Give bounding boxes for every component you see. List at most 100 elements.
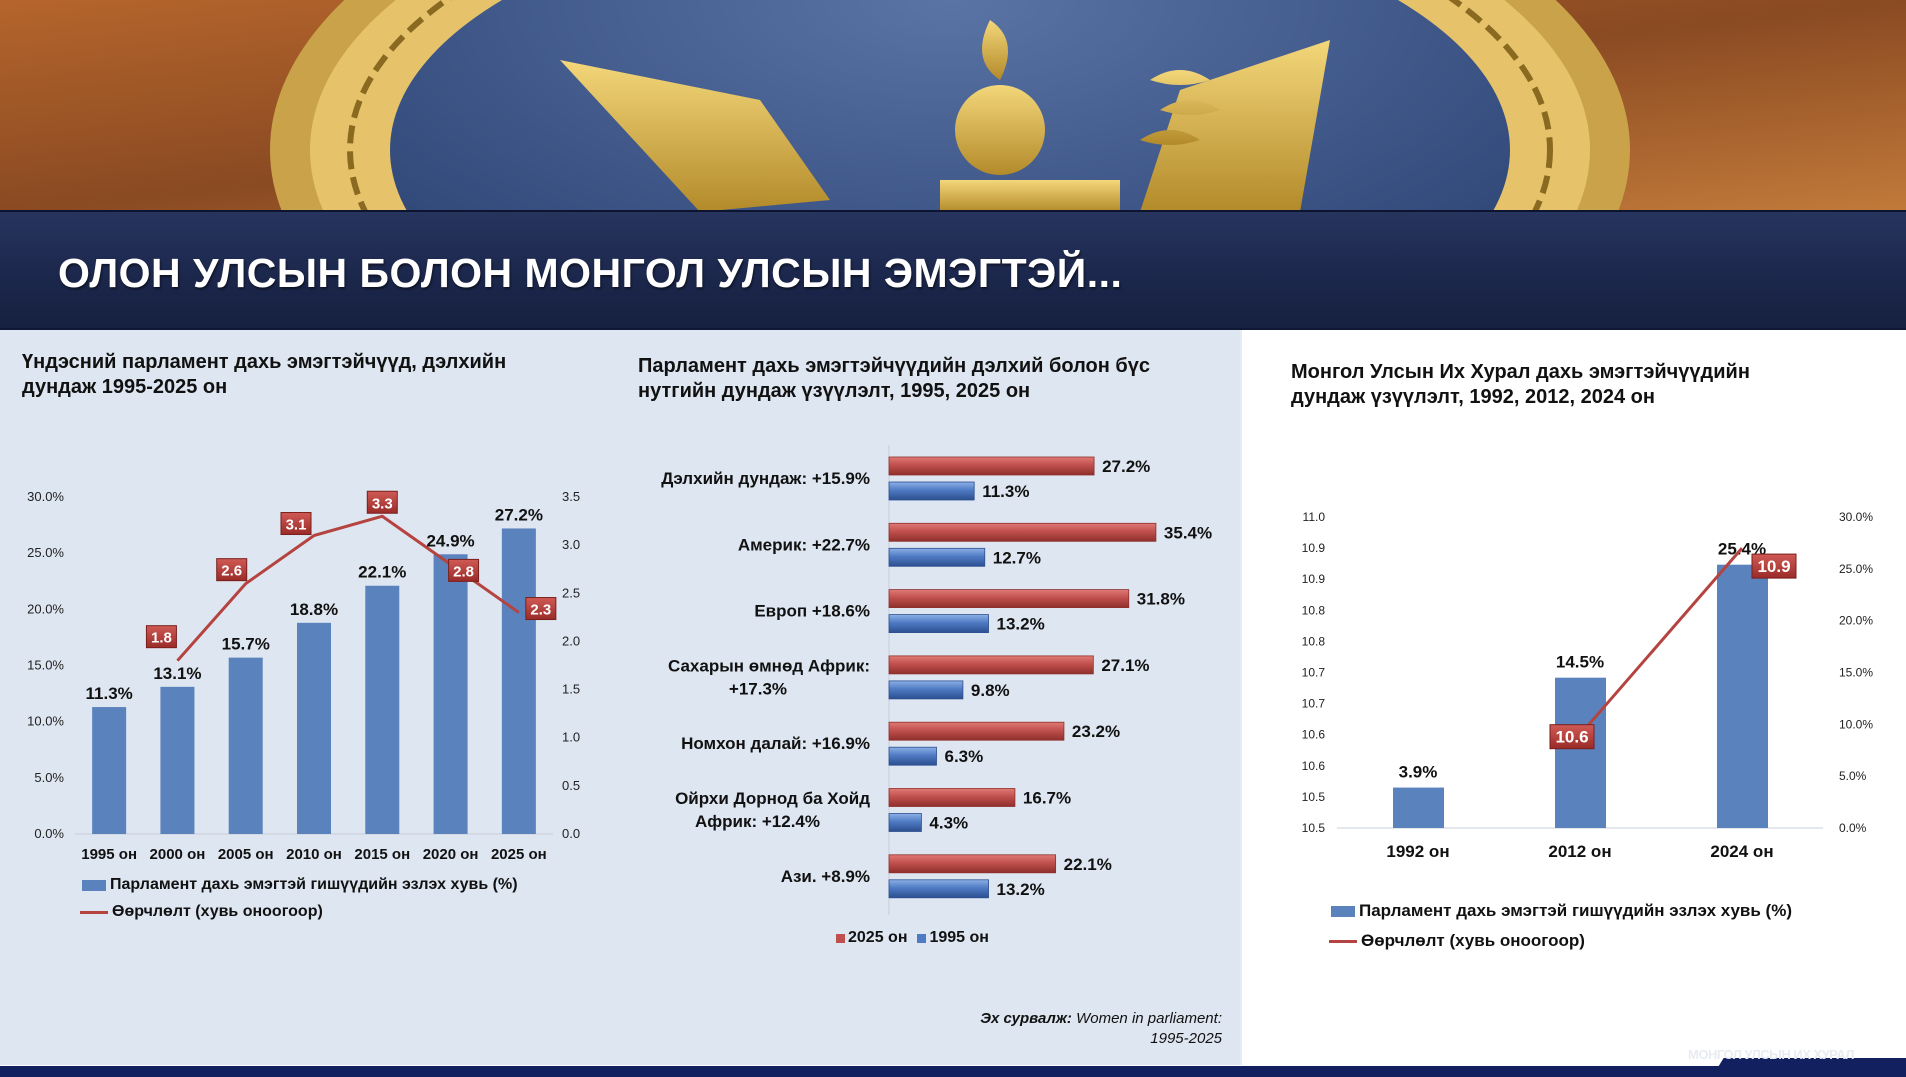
legend-label: Өөрчлөлт (хувь оноогоор) <box>112 903 323 920</box>
bar-value-label: 27.2% <box>495 505 543 524</box>
line-value-label: 10.9 <box>1757 557 1790 576</box>
line-value-label-box <box>216 558 248 582</box>
category-label: Ойрхи Дорнод ба Хойд <box>675 789 870 808</box>
bar-value-label: 18.8% <box>290 600 338 619</box>
chart2-title: Парламент дахь эмэгтэйчүүдийн дэлхий бол… <box>638 354 1150 404</box>
legend-swatch-line <box>1329 939 1357 943</box>
category-label: Ази. +8.9% <box>781 867 870 886</box>
line-value-label-box <box>448 558 480 582</box>
bar <box>501 528 536 834</box>
x-tick-label: 2015 он <box>354 846 410 863</box>
bar-2025 <box>888 655 1094 675</box>
bar <box>1393 787 1444 828</box>
line-value-label: 3.1 <box>286 517 307 534</box>
bar-value-label-2025: 23.2% <box>1072 722 1120 741</box>
bar-1995 <box>888 481 975 501</box>
y-tick-label-left: 10.9 <box>1302 572 1326 586</box>
footer-watermark: МОНГОЛ УЛСЫН ИХ ХУРАЛ <box>1688 1047 1854 1062</box>
left-panel <box>0 330 1240 1065</box>
bar-1995 <box>888 614 989 633</box>
bar <box>297 622 331 834</box>
x-tick-label: 2005 он <box>218 846 274 863</box>
line-value-label-box <box>1751 553 1797 579</box>
category-label: Дэлхийн дундаж: +15.9% <box>661 469 870 488</box>
bar-1995 <box>888 879 989 899</box>
bar-value-label: 22.1% <box>358 563 406 582</box>
bar-2025 <box>888 854 1057 874</box>
bar-value-label-2025: 35.4% <box>1164 523 1212 542</box>
y-tick-label-right: 2.5 <box>562 585 580 600</box>
bar-1995 <box>888 813 922 832</box>
bar-value-label-1995: 13.2% <box>997 615 1045 634</box>
bar-1995 <box>888 680 964 700</box>
line-value-label-box <box>145 625 177 649</box>
bar-value-label-2025: 27.2% <box>1102 457 1150 476</box>
bar-2025 <box>888 522 1157 542</box>
chart3-title: Монгол Улсын Их Хурал дахь эмэгтэйчүүдий… <box>1291 360 1750 410</box>
bar-value-label-1995: 13.2% <box>997 880 1045 899</box>
bar-2025 <box>888 721 1065 741</box>
y-tick-label-right: 1.0 <box>562 730 580 745</box>
page-title: ОЛОН УЛСЫН БОЛОН МОНГОЛ УЛСЫН ЭМЭГТЭЙ... <box>58 250 1123 296</box>
y-tick-label-left: 30.0% <box>27 489 64 504</box>
y-tick-label-left: 5.0% <box>34 770 64 785</box>
chart1-legend-line: Өөрчлөлт (хувь оноогоор) <box>80 903 323 921</box>
y-tick-label-left: 0.0% <box>34 826 64 841</box>
y-tick-label-left: 11.0 <box>1303 510 1326 524</box>
bar-value-label: 24.9% <box>426 531 474 550</box>
source-text: Women in parliament: <box>1076 1010 1222 1027</box>
bar-1995 <box>888 547 986 567</box>
x-tick-label: 1995 он <box>81 846 137 863</box>
source-note: Эх сурвалж: Women in parliament: 1995-20… <box>980 1009 1222 1049</box>
bar-value-label: 14.5% <box>1556 653 1604 672</box>
legend-label: Парламент дахь эмэгтэй гишүүдийн эзлэх х… <box>110 876 518 893</box>
x-tick-label: 1992 он <box>1386 842 1449 861</box>
y-tick-label-left: 10.0% <box>27 714 64 729</box>
footer-tab <box>1712 1058 1906 1077</box>
line-value-label: 1.8 <box>151 630 172 647</box>
legend-label: Өөрчлөлт (хувь оноогоор) <box>1361 931 1585 950</box>
line-value-label-box <box>1549 724 1595 750</box>
chart2-title-line: нутгийн дундаж үзүүлэлт, 1995, 2025 он <box>638 380 1031 402</box>
footer-bar <box>0 1066 1906 1077</box>
legend-label: 1995 он <box>929 929 989 946</box>
category-label: Номхон далай: +16.9% <box>681 734 870 753</box>
header-emblem-image <box>0 0 1906 212</box>
legend-swatch-line <box>80 910 108 914</box>
line-value-label-box <box>280 512 312 536</box>
category-label: Африк: +12.4% <box>695 812 820 831</box>
category-label: +17.3% <box>729 679 787 698</box>
y-tick-label-right: 25.0% <box>1839 562 1873 576</box>
category-label: Америк: +22.7% <box>738 535 870 554</box>
y-tick-label-right: 15.0% <box>1839 666 1873 680</box>
y-tick-label-left: 10.8 <box>1302 603 1326 617</box>
line-value-label: 2.8 <box>453 563 474 580</box>
bar-value-label-2025: 27.1% <box>1101 656 1149 675</box>
legend-swatch-blue <box>917 933 927 943</box>
chart2-title-line: Парламент дахь эмэгтэйчүүдийн дэлхий бол… <box>638 355 1150 377</box>
legend-label: Парламент дахь эмэгтэй гишүүдийн эзлэх х… <box>1359 901 1792 920</box>
bar-value-label: 13.1% <box>153 664 201 683</box>
x-tick-label: 2010 он <box>286 846 342 863</box>
line-value-label-box <box>525 597 557 621</box>
y-tick-label-right: 0.0% <box>1839 821 1867 835</box>
y-tick-label-left: 10.9 <box>1302 541 1326 555</box>
bar-value-label-1995: 6.3% <box>945 747 984 766</box>
chart1-title-line: дундаж 1995-2025 он <box>22 376 228 398</box>
y-tick-label-left: 10.7 <box>1302 697 1326 711</box>
y-tick-label-left: 10.5 <box>1302 790 1326 804</box>
chart3-legend-line: Өөрчлөлт (хувь оноогоор) <box>1329 931 1585 951</box>
chart1-title-line: Үндэсний парламент дахь эмэгтэйчүүд, дэл… <box>22 351 507 373</box>
category-label: Европ +18.6% <box>754 602 870 621</box>
bar-value-label-1995: 9.8% <box>971 681 1010 700</box>
bar <box>228 657 263 834</box>
x-tick-label: 2000 он <box>150 846 206 863</box>
y-tick-label-left: 20.0% <box>27 601 64 616</box>
bar-value-label-2025: 22.1% <box>1064 855 1112 874</box>
y-tick-label-left: 10.6 <box>1302 728 1326 742</box>
source-label: Эх сурвалж: <box>980 1010 1072 1027</box>
y-tick-label-left: 10.5 <box>1302 821 1326 835</box>
y-tick-label-right: 1.5 <box>562 682 580 697</box>
bar <box>365 585 400 834</box>
bar-1995 <box>888 746 937 766</box>
